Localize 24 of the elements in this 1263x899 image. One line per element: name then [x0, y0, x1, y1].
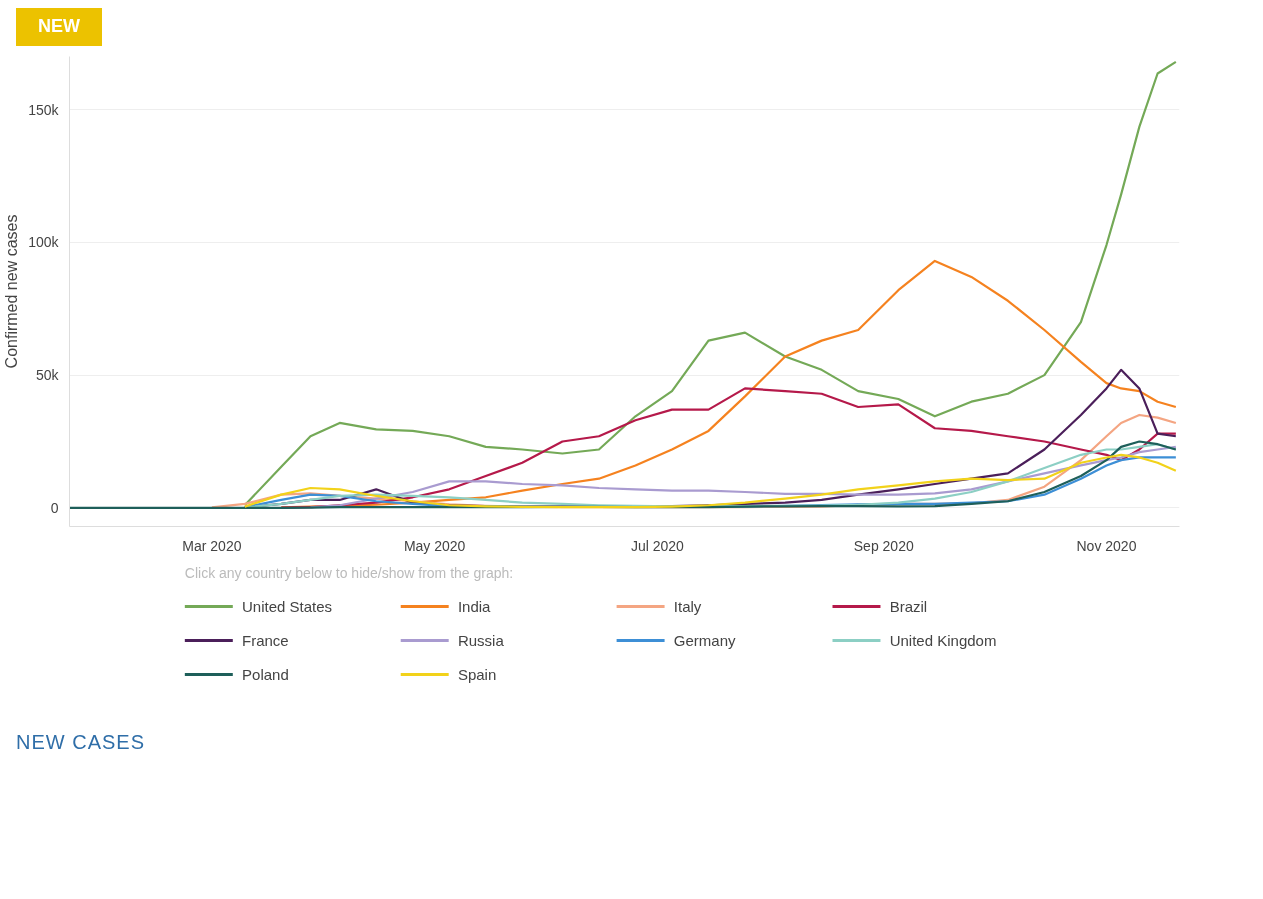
y-tick-label: 100k [28, 234, 60, 251]
legend-title: Click any country below to hide/show from the graph: [184, 564, 514, 581]
legend-label: France [242, 631, 289, 649]
y-tick-label: 50k [35, 366, 60, 383]
y-tick-label: 150k [28, 101, 60, 118]
x-tick-label: Nov 2020 [1076, 537, 1137, 554]
legend-label: Germany [673, 631, 736, 649]
legend-label: Poland [242, 665, 289, 683]
legend-label: Russia [457, 631, 505, 649]
legend-label: Brazil [889, 597, 928, 615]
y-axis-title: Confirmed new cases [3, 214, 21, 369]
y-tick-label: 0 [50, 499, 59, 516]
x-tick-label: Sep 2020 [853, 537, 914, 554]
legend-label: India [457, 597, 492, 615]
legend-label: United Kingdom [889, 631, 997, 649]
line-series [280, 259, 1177, 509]
text: NEW CASES [16, 729, 146, 755]
text: NEW [38, 15, 80, 38]
legend-label: Spain [457, 665, 497, 683]
legend-label: Italy [673, 597, 702, 615]
x-tick-label: Mar 2020 [182, 537, 242, 554]
legend-label: United States [242, 597, 333, 615]
x-tick-label: May 2020 [403, 537, 466, 554]
x-tick-label: Jul 2020 [630, 537, 685, 554]
